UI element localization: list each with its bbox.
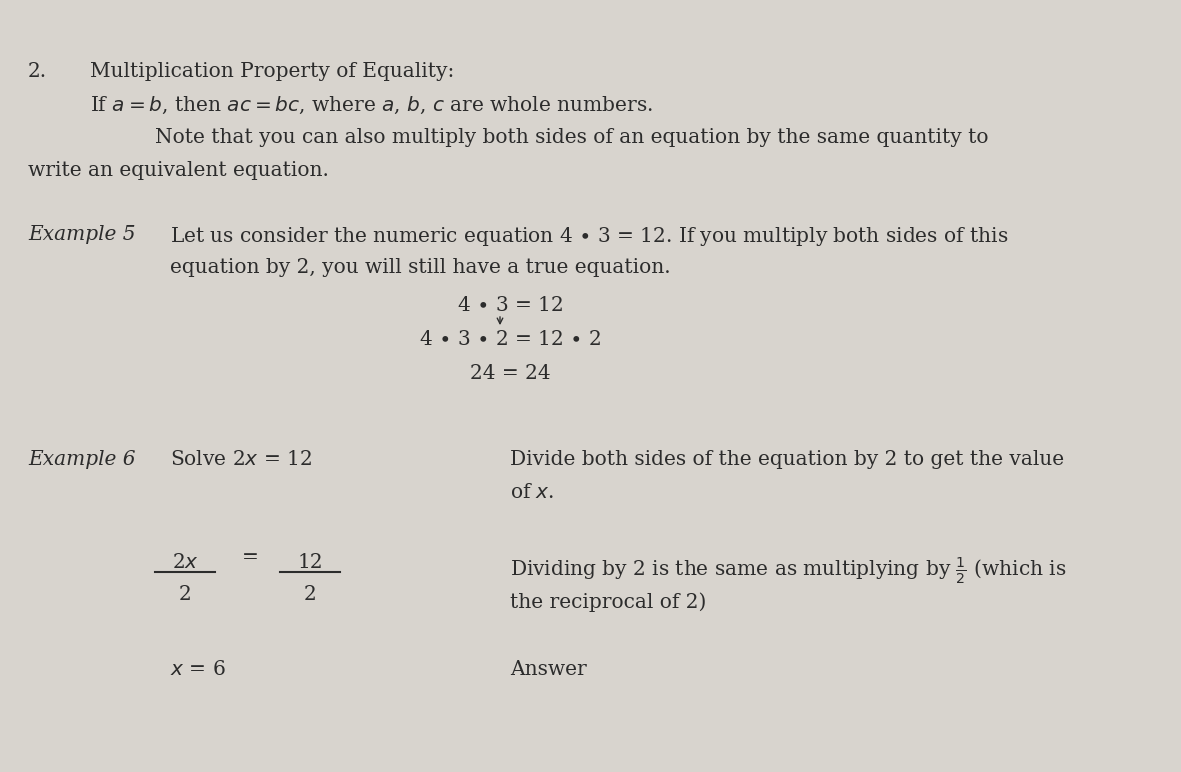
Text: Solve 2$x$ = 12: Solve 2$x$ = 12 bbox=[170, 450, 312, 469]
Text: write an equivalent equation.: write an equivalent equation. bbox=[28, 161, 328, 180]
Text: $x$ = 6: $x$ = 6 bbox=[170, 660, 226, 679]
Text: Note that you can also multiply both sides of an equation by the same quantity t: Note that you can also multiply both sid… bbox=[155, 128, 988, 147]
Text: 4 $\bullet$ 3 = 12: 4 $\bullet$ 3 = 12 bbox=[457, 296, 563, 315]
Text: Let us consider the numeric equation 4 $\bullet$ 3 = 12. If you multiply both si: Let us consider the numeric equation 4 $… bbox=[170, 225, 1009, 248]
Text: 12: 12 bbox=[298, 553, 322, 572]
Text: the reciprocal of 2): the reciprocal of 2) bbox=[510, 592, 706, 611]
Text: 4 $\bullet$ 3 $\bullet$ 2 = 12 $\bullet$ 2: 4 $\bullet$ 3 $\bullet$ 2 = 12 $\bullet$… bbox=[419, 330, 601, 349]
Text: Dividing by 2 is the same as multiplying by $\frac{1}{2}$ (which is: Dividing by 2 is the same as multiplying… bbox=[510, 556, 1066, 586]
Text: Answer: Answer bbox=[510, 660, 587, 679]
Text: 24 = 24: 24 = 24 bbox=[470, 364, 550, 383]
Text: 2: 2 bbox=[304, 585, 317, 604]
Text: 2.: 2. bbox=[28, 62, 47, 81]
Text: Example 6: Example 6 bbox=[28, 450, 136, 469]
Text: Example 5: Example 5 bbox=[28, 225, 136, 244]
Text: of $x$.: of $x$. bbox=[510, 483, 554, 502]
Text: 2: 2 bbox=[178, 585, 191, 604]
Text: If $a = b$, then $ac = bc$, where $a$, $b$, $c$ are whole numbers.: If $a = b$, then $ac = bc$, where $a$, $… bbox=[90, 95, 653, 117]
Text: =: = bbox=[242, 548, 259, 567]
Text: Divide both sides of the equation by 2 to get the value: Divide both sides of the equation by 2 t… bbox=[510, 450, 1064, 469]
Text: equation by 2, you will still have a true equation.: equation by 2, you will still have a tru… bbox=[170, 258, 671, 277]
Text: 2$x$: 2$x$ bbox=[171, 553, 198, 572]
Text: Multiplication Property of Equality:: Multiplication Property of Equality: bbox=[90, 62, 455, 81]
